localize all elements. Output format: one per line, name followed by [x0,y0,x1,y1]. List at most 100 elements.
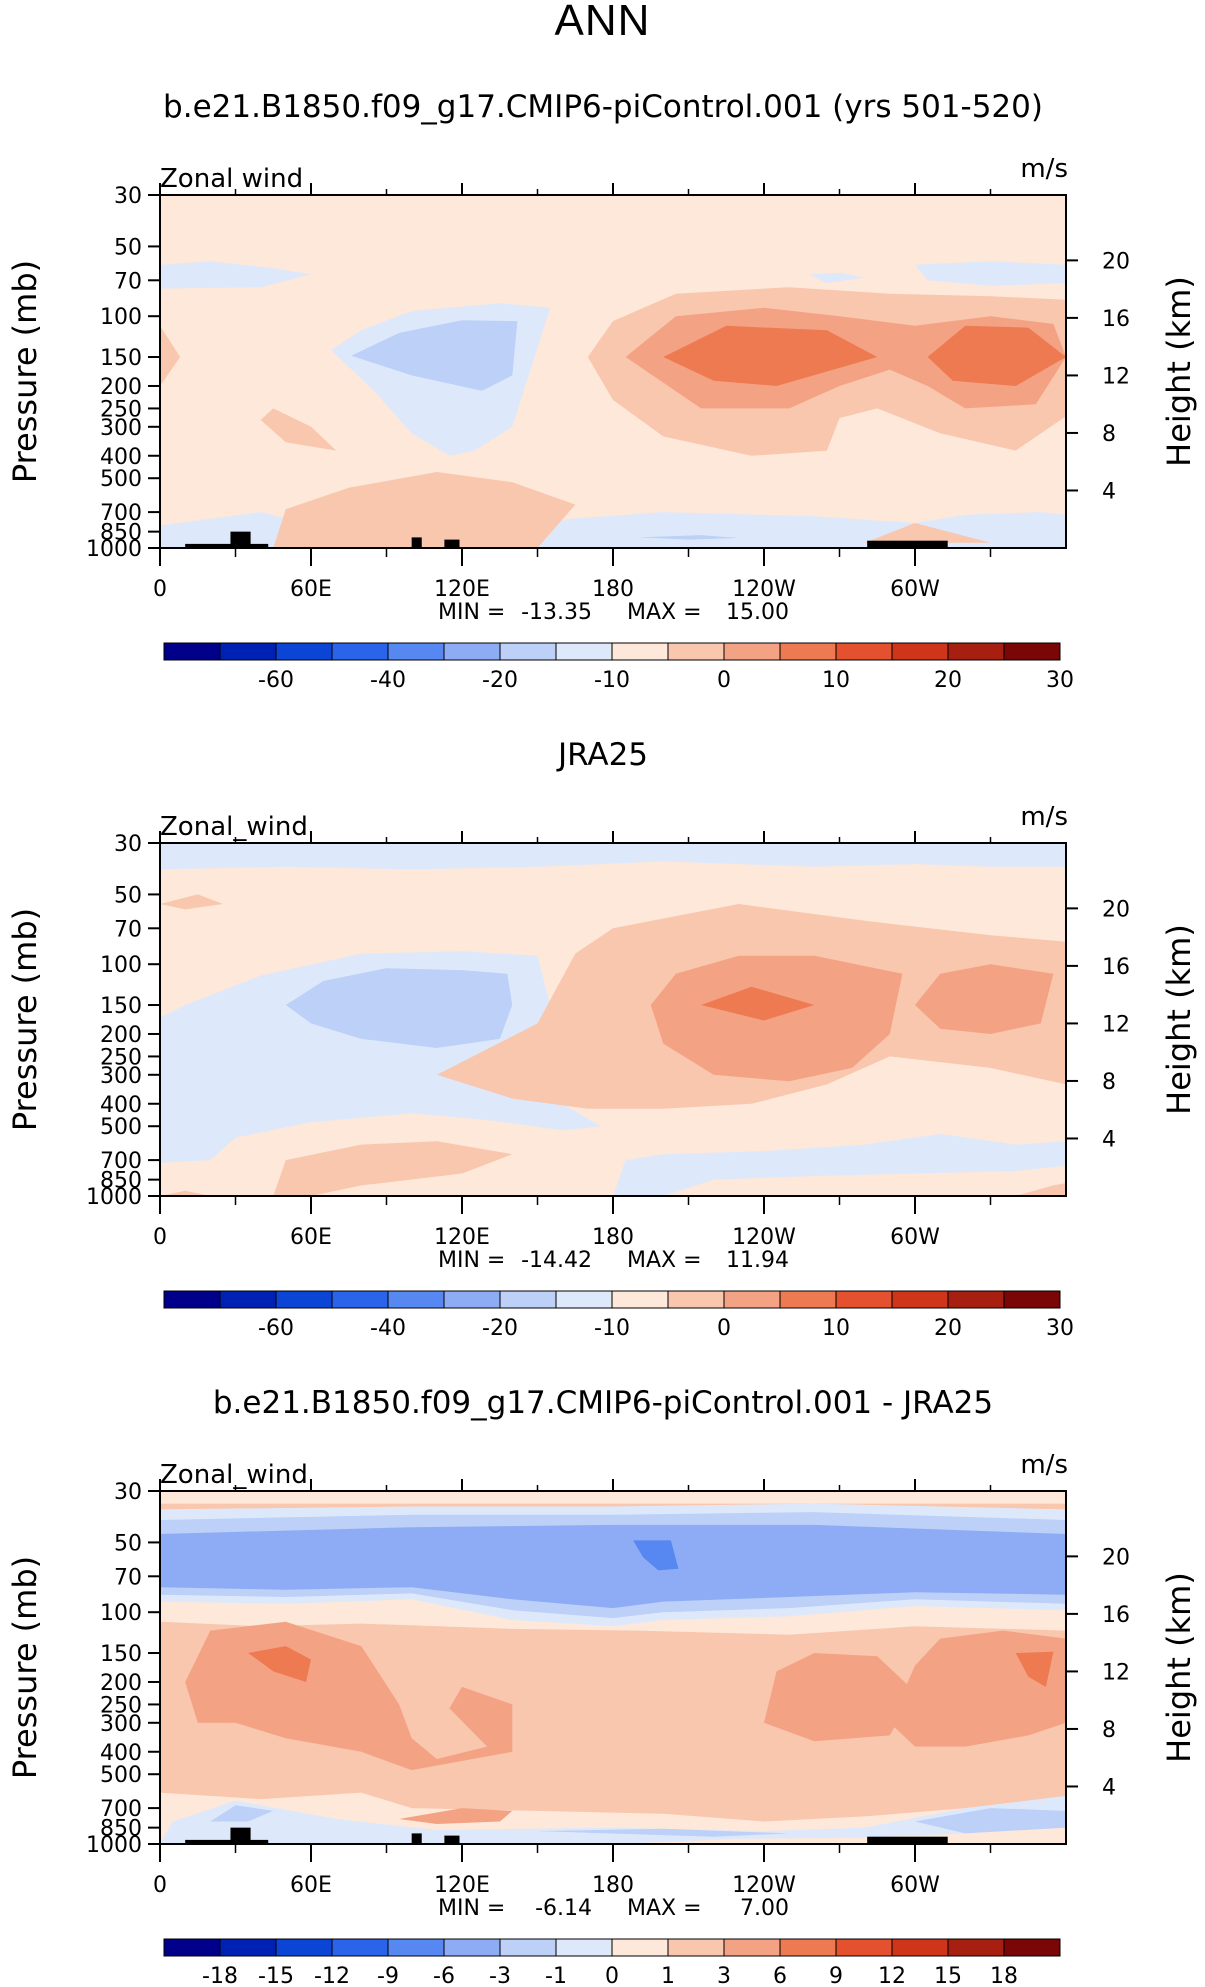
colorbar-swatch [611,1290,669,1309]
colorbar-swatch [219,1290,277,1309]
colorbar-swatch [611,1938,669,1957]
y-tick-label: 850 [100,1817,142,1842]
topography-bar [444,1835,460,1844]
x-tick-label: 0 [153,577,167,602]
topography-bar [867,1836,948,1844]
colorbar-swatch [443,1938,501,1957]
y-tick-label: 200 [100,375,142,400]
contour-region [160,1491,1066,1504]
colorbar-label: 0 [717,668,731,693]
contour-region [273,1141,513,1196]
x-tick-label: 180 [592,1873,634,1898]
colorbar-swatch [219,642,277,661]
y-tick-label: 200 [100,1023,142,1048]
colorbar-label: 9 [829,1964,843,1987]
y-tick-label: 300 [100,1064,142,1089]
x-tick-label: 120W [732,577,796,602]
topography-bar [185,543,269,548]
contour-region [537,1828,790,1837]
colorbar-label: -60 [258,668,294,693]
colorbar-swatch [387,1938,445,1957]
colorbar-swatch [723,1938,781,1957]
y2-axis-title: Height (km) [1160,276,1198,467]
colorbar-label: 30 [1046,1316,1074,1341]
colorbar-swatch [555,1938,613,1957]
units-label: m/s [1020,154,1068,184]
colorbar-swatch [835,1938,893,1957]
y-tick-label: 500 [100,1763,142,1788]
y-tick-label: 30 [114,832,142,857]
y-axis-title: Pressure (mb) [6,1556,44,1779]
x-tick-label: 60W [890,1873,940,1898]
colorbar-label: 0 [605,1964,619,1987]
y-tick-label: 50 [114,235,142,260]
y2-tick-label: 4 [1102,1127,1116,1152]
x-tick-label: 180 [592,577,634,602]
y-tick-label: 50 [114,883,142,908]
colorbar-label: -6 [433,1964,455,1987]
colorbar-swatch [275,1938,333,1957]
y-tick-label: 400 [100,1093,142,1118]
colorbar-swatch [891,1290,949,1309]
contour-fill-group [160,1491,1066,1844]
contour-region [160,1524,1066,1609]
x-tick-label: 120W [732,1873,796,1898]
colorbar-swatch [723,642,781,661]
min-value: -6.14 [535,1896,592,1921]
x-tick-label: 60W [890,577,940,602]
min-label: MIN = [438,1896,505,1921]
colorbar-label: -40 [370,1316,406,1341]
y2-tick-label: 4 [1102,1775,1116,1800]
topography-bar [230,531,251,548]
colorbar-swatch [163,1938,221,1957]
y2-axis-title: Height (km) [1160,1572,1198,1763]
colorbar-swatch [1003,1290,1061,1309]
contour-region [864,523,991,543]
contour-region [273,472,576,548]
topography-bar [444,539,460,548]
y2-tick-label: 20 [1102,897,1130,922]
colorbar-label: 6 [773,1964,787,1987]
y-tick-label: 300 [100,416,142,441]
colorbar-swatch [499,1938,557,1957]
contour-region [351,320,518,391]
contour-region [160,894,223,910]
y-tick-label: 1000 [86,537,142,562]
colorbar-label: -10 [594,668,630,693]
y2-axis-title: Height (km) [1160,924,1198,1115]
y-tick-label: 70 [114,917,142,942]
units-label: m/s [1020,1450,1068,1480]
colorbar-label: -20 [482,1316,518,1341]
colorbar-swatch [1003,1938,1061,1957]
colorbar-swatch [443,1290,501,1309]
max-value: 15.00 [726,600,789,625]
colorbar-swatch [667,1290,725,1309]
max-label: MAX = [627,600,702,625]
contour-region [764,1653,915,1742]
x-tick-label: 120E [434,1225,490,1250]
colorbar-swatch [1003,642,1061,661]
colorbar-swatch [667,642,725,661]
contour-region [285,968,513,1048]
contour-region [399,1808,513,1824]
y-tick-label: 70 [114,269,142,294]
max-label: MAX = [627,1248,702,1273]
topography-bar [185,1839,269,1844]
min-value: -14.42 [521,1248,592,1273]
contour-region [160,1190,211,1196]
colorbar-label: -10 [594,1316,630,1341]
x-tick-label: 120W [732,1225,796,1250]
y2-tick-label: 12 [1102,364,1130,389]
colorbar-label: -60 [258,1316,294,1341]
y2-tick-label: 12 [1102,1660,1130,1685]
variable-label: Zonal_wind [160,1460,308,1490]
x-tick-label: 60E [290,1873,332,1898]
y-tick-label: 100 [100,1601,142,1626]
colorbar-swatch [163,1290,221,1309]
y2-tick-label: 8 [1102,422,1116,447]
colorbar-swatch [891,642,949,661]
y-tick-label: 150 [100,994,142,1019]
y2-tick-label: 16 [1102,955,1130,980]
units-label: m/s [1020,802,1068,832]
